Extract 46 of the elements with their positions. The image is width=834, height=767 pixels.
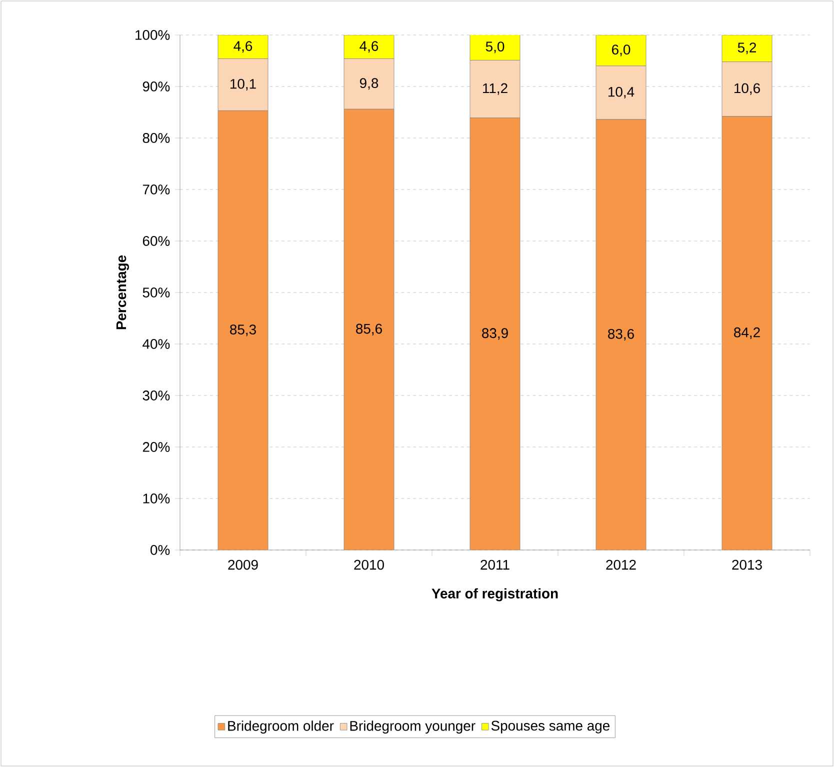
data-label: 4,6 bbox=[360, 41, 378, 53]
y-axis-title: Percentage bbox=[116, 255, 129, 330]
data-label: 5,2 bbox=[738, 42, 756, 54]
bar bbox=[344, 34, 394, 59]
bar bbox=[344, 109, 394, 550]
data-label: 10,6 bbox=[734, 83, 760, 95]
y-tick-label: 90% bbox=[142, 82, 170, 92]
bar bbox=[596, 119, 646, 550]
x-tick-label: 2013 bbox=[732, 560, 762, 570]
bar bbox=[596, 34, 646, 66]
bar bbox=[722, 34, 772, 62]
data-label: 84,2 bbox=[734, 327, 760, 339]
x-tick-label: 2011 bbox=[480, 560, 510, 570]
bar bbox=[722, 116, 772, 550]
data-label: 83,6 bbox=[608, 328, 634, 340]
x-tick-label: 2012 bbox=[606, 560, 636, 570]
data-label: 6,0 bbox=[612, 44, 630, 56]
data-label: 10,1 bbox=[230, 78, 256, 90]
y-tick-label: 80% bbox=[142, 133, 170, 143]
y-tick-label: 40% bbox=[142, 339, 170, 349]
legend-label: Bridegroom older bbox=[228, 720, 334, 734]
y-tick-label: 30% bbox=[142, 390, 170, 400]
data-label: 85,3 bbox=[230, 324, 256, 336]
y-tick-label: 10% bbox=[143, 494, 170, 504]
data-label: 10,4 bbox=[608, 86, 634, 98]
bar bbox=[218, 34, 268, 59]
data-label: 85,6 bbox=[356, 324, 382, 336]
bar bbox=[470, 34, 520, 60]
data-label: 11,2 bbox=[483, 83, 508, 95]
y-tick-label: 70% bbox=[142, 184, 170, 194]
data-label: 5,0 bbox=[486, 42, 504, 54]
y-tick-label: 60% bbox=[142, 236, 170, 246]
data-label: 4,6 bbox=[234, 41, 252, 53]
legend-label: Bridegroom younger bbox=[350, 720, 476, 734]
data-label: 9,8 bbox=[360, 78, 378, 90]
y-tick-label: 20% bbox=[142, 442, 170, 452]
x-axis-title: Year of registration bbox=[432, 588, 558, 602]
data-label: 83,9 bbox=[482, 328, 508, 340]
y-tick-label: 50% bbox=[142, 288, 170, 298]
bar bbox=[470, 118, 520, 550]
y-tick-label: 100% bbox=[136, 30, 170, 40]
x-tick-label: 2009 bbox=[228, 560, 258, 570]
bar bbox=[218, 110, 268, 550]
x-tick-label: 2010 bbox=[354, 560, 384, 570]
legend-label: Spouses same age bbox=[491, 720, 610, 734]
y-tick-label: 0% bbox=[150, 545, 170, 555]
